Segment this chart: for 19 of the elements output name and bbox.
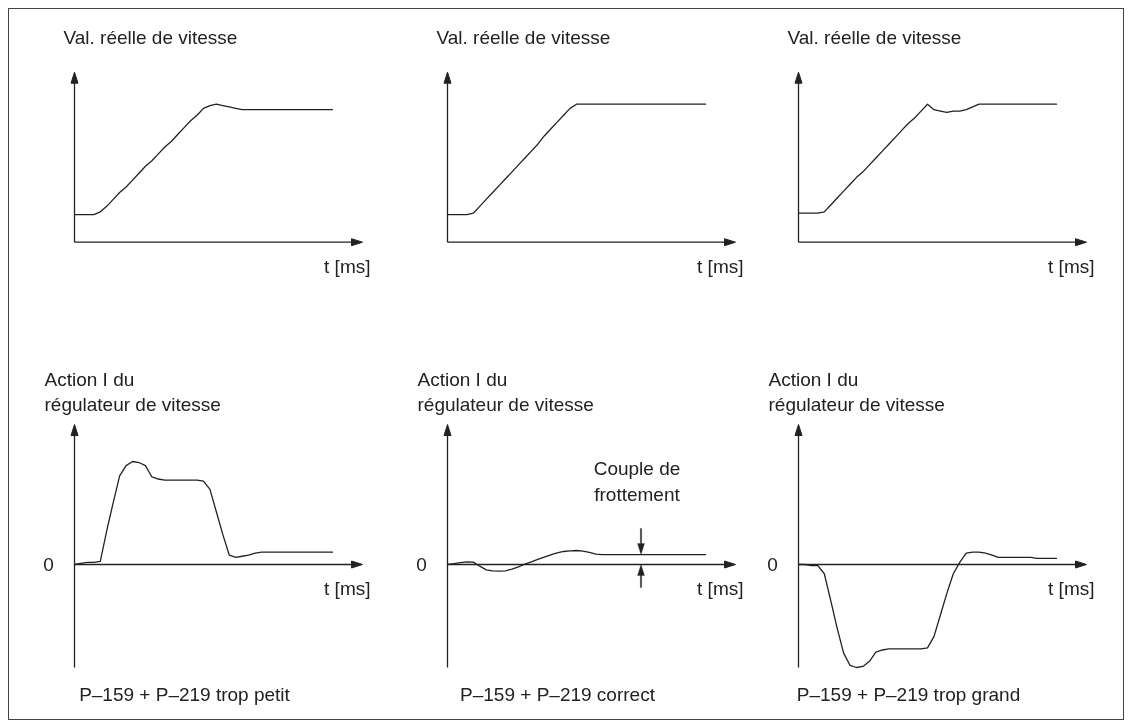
text: P–159 + P–219 trop petit	[79, 684, 291, 705]
x-axis-title: t [ms]	[324, 255, 371, 277]
annotation: Couple de frottement	[593, 458, 681, 505]
text: 0	[416, 554, 427, 575]
y-axis-title: Val. réelle de vitesse	[63, 26, 238, 48]
text: P–159 + P–219 trop grand	[796, 684, 1021, 705]
text: 0	[43, 554, 54, 575]
x-axis-title: t [ms]	[324, 578, 371, 599]
y-axis-title: Action I du régulateur de vitesse	[44, 368, 221, 415]
x-axis-title: t [ms]	[697, 578, 744, 599]
y-axis-title: Action I du régulateur de vitesse	[768, 368, 945, 415]
text: P–159 + P–219 correct	[460, 684, 656, 705]
x-axis-title: t [ms]	[1048, 255, 1095, 277]
x-axis-title: t [ms]	[1048, 578, 1095, 599]
y-axis-title: Val. réelle de vitesse	[787, 26, 962, 48]
text: 0	[767, 554, 778, 575]
y-axis-title: Action I du régulateur de vitesse	[417, 368, 594, 415]
y-axis-title: Val. réelle de vitesse	[436, 26, 611, 48]
x-axis-title: t [ms]	[697, 255, 744, 277]
